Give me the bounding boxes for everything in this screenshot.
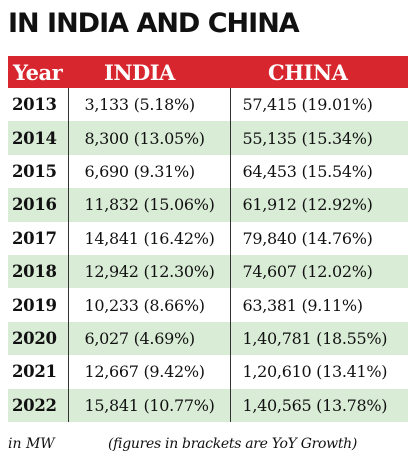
table-row: 2015 6,690 (9.31%) 64,453 (15.54%) bbox=[8, 154, 408, 189]
china-cell: 74,607 (12.02%) bbox=[229, 254, 408, 289]
year-cell: 2013 bbox=[12, 95, 57, 115]
year-cell: 2016 bbox=[8, 188, 68, 222]
table-row: 2016 11,832 (15.06%) 61,912 (12.92%) bbox=[8, 188, 408, 222]
china-cell: 1,40,565 (13.78%) bbox=[229, 388, 408, 422]
chart-title: IN INDIA AND CHINA bbox=[8, 8, 300, 39]
year-cell: 2022 bbox=[8, 388, 68, 422]
china-cell: 1,40,781 (18.55%) bbox=[229, 321, 408, 356]
footnote: in MW (figures in brackets are YoY Growt… bbox=[8, 430, 408, 458]
india-cell: 6,690 (9.31%) bbox=[67, 154, 230, 189]
growth-note: (figures in brackets are YoY Growth) bbox=[108, 436, 358, 452]
year-cell: 2020 bbox=[8, 321, 68, 356]
table-body: 2013 3,133 (5.18%) 57,415 (19.01%) 2014 8,30… bbox=[8, 88, 408, 422]
table-row: 2021 12,667 (9.42%) 1,20,610 (13.41%) bbox=[8, 355, 408, 389]
india-cell: 12,942 (12.30%) bbox=[67, 254, 230, 289]
china-cell: 55,135 (15.34%) bbox=[229, 121, 408, 155]
table-row: 2018 12,942 (12.30%) 74,607 (12.02%) bbox=[8, 254, 408, 289]
table-header: Year INDIA CHINA bbox=[8, 56, 408, 88]
table-row: 2022 15,841 (10.77%) 1,40,565 (13.78%) bbox=[8, 388, 408, 422]
india-cell: 3,133 (5.18%) bbox=[67, 88, 230, 122]
india-cell: 15,841 (10.77%) bbox=[67, 388, 230, 422]
china-cell: 79,840 (14.76%) bbox=[229, 221, 408, 255]
table-row: 2020 6,027 (4.69%) 1,40,781 (18.55%) bbox=[8, 321, 408, 356]
india-cell: 11,832 (15.06%) bbox=[67, 188, 230, 222]
year-cell: 2017 bbox=[12, 228, 57, 248]
china-cell: 57,415 (19.01%) bbox=[229, 88, 408, 122]
column-header-year: Year bbox=[8, 56, 68, 88]
year-cell: 2019 bbox=[12, 295, 57, 315]
data-table: Year INDIA CHINA 2013 3,133 (5.18%) 57,415… bbox=[8, 56, 408, 422]
table-row: 2017 14,841 (16.42%) 79,840 (14.76%) bbox=[8, 221, 408, 255]
china-cell: 64,453 (15.54%) bbox=[229, 154, 408, 189]
india-cell: 10,233 (8.66%) bbox=[67, 288, 230, 322]
china-cell: 61,912 (12.92%) bbox=[229, 188, 408, 222]
india-cell: 8,300 (13.05%) bbox=[67, 121, 230, 155]
unit-note: in MW bbox=[8, 436, 55, 452]
table-row: 2013 3,133 (5.18%) 57,415 (19.01%) bbox=[8, 88, 408, 122]
year-cell: 2018 bbox=[8, 254, 68, 289]
year-cell: 2015 bbox=[12, 161, 57, 181]
year-cell: 2021 bbox=[12, 362, 57, 382]
table-row: 2014 8,300 (13.05%) 55,135 (15.34%) bbox=[8, 121, 408, 155]
column-header-india: INDIA bbox=[68, 56, 230, 88]
india-cell: 6,027 (4.69%) bbox=[67, 321, 230, 356]
table-row: 2019 10,233 (8.66%) 63,381 (9.11%) bbox=[8, 288, 408, 322]
china-cell: 1,20,610 (13.41%) bbox=[229, 355, 408, 389]
india-cell: 12,667 (9.42%) bbox=[67, 355, 230, 389]
india-cell: 14,841 (16.42%) bbox=[67, 221, 230, 255]
year-cell: 2014 bbox=[8, 121, 68, 155]
china-cell: 63,381 (9.11%) bbox=[229, 288, 408, 322]
column-header-china: CHINA bbox=[230, 56, 408, 88]
